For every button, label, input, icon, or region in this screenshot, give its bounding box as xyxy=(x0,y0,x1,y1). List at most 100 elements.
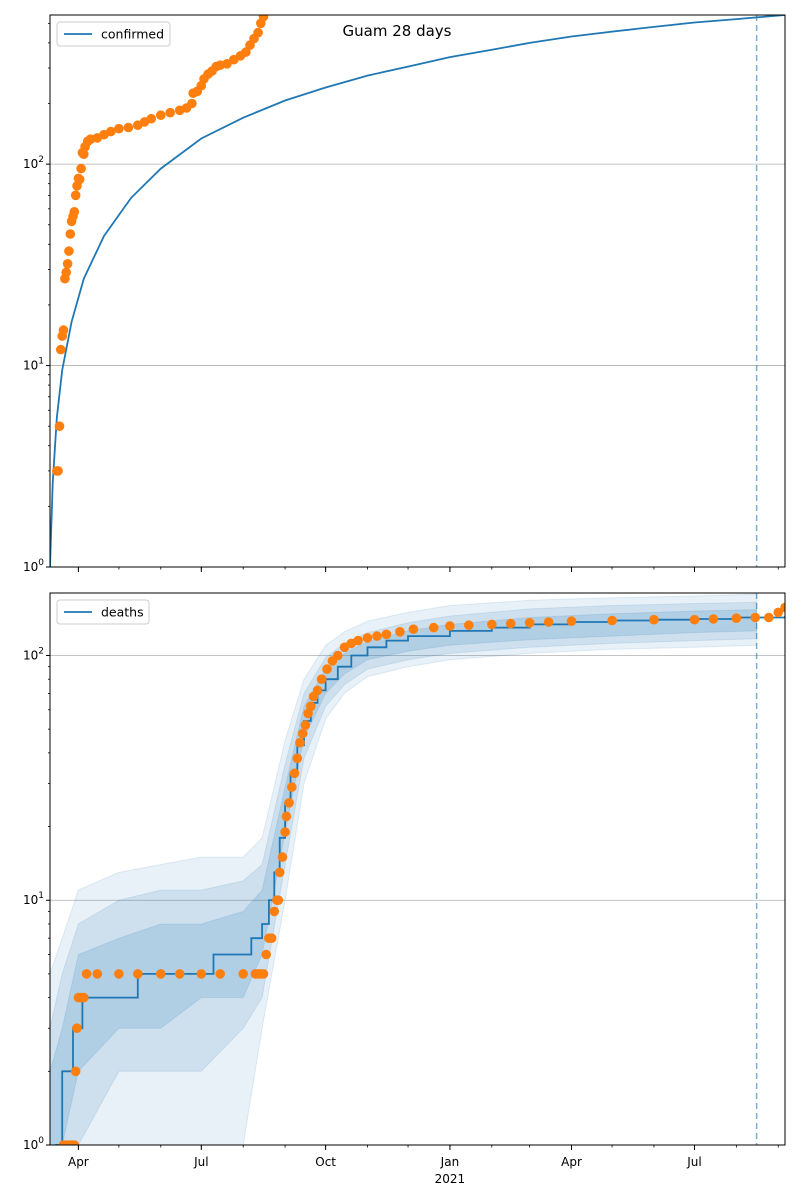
observed-point xyxy=(445,621,455,631)
model-line xyxy=(50,15,785,567)
x-tick-label: Jul xyxy=(686,1155,701,1169)
observed-point xyxy=(61,267,71,278)
x-tick-year-label: 2021 xyxy=(435,1172,466,1186)
observed-point xyxy=(780,602,785,613)
band-inner xyxy=(50,609,758,1145)
observed-point xyxy=(76,163,86,174)
observed-point xyxy=(215,969,225,979)
observed-point xyxy=(69,1140,80,1145)
observed-point xyxy=(70,190,81,201)
observed-point xyxy=(92,969,103,979)
axes-frame xyxy=(49,14,786,568)
observed-point xyxy=(156,110,166,120)
observed-point xyxy=(54,421,65,432)
observed-point xyxy=(58,325,69,335)
observed-point xyxy=(65,229,76,239)
legend: deaths xyxy=(56,599,150,625)
x-tick-label: Apr xyxy=(561,1155,582,1169)
observed-point xyxy=(306,701,316,712)
observed-point xyxy=(69,207,80,217)
observed-point xyxy=(261,949,272,960)
observed-point xyxy=(773,607,783,618)
observed-point xyxy=(238,969,248,979)
observed-point xyxy=(277,852,288,862)
observed-point xyxy=(74,174,85,185)
observed-point xyxy=(287,782,297,792)
observed-point xyxy=(62,259,73,269)
observed-point xyxy=(274,867,285,878)
observed-point xyxy=(56,344,66,355)
observed-point xyxy=(372,631,382,641)
observed-point xyxy=(273,895,284,905)
y-tick-label: 101 xyxy=(23,357,44,373)
axes-frame xyxy=(49,592,786,1146)
observed-point xyxy=(146,113,157,124)
observed-point xyxy=(284,798,294,808)
x-tick-label: Oct xyxy=(315,1155,336,1169)
observed-point xyxy=(708,614,719,624)
y-tick-label: 102 xyxy=(23,646,44,662)
observed-point xyxy=(106,126,116,137)
observed-point xyxy=(241,47,251,57)
observed-point xyxy=(53,466,63,476)
observed-point xyxy=(174,969,185,979)
y-tick-label: 100 xyxy=(23,1136,44,1152)
y-tick-label: 102 xyxy=(23,155,44,171)
observed-point xyxy=(750,612,761,623)
legend-label: confirmed xyxy=(101,27,164,42)
observed-point xyxy=(487,619,497,630)
observed-point xyxy=(322,664,332,674)
y-tick-label: 101 xyxy=(23,891,44,907)
observed-point xyxy=(464,620,474,630)
observed-point xyxy=(64,246,74,256)
observed-point xyxy=(114,969,124,979)
observed-point xyxy=(300,720,311,730)
confirmed-panel: 100 101 102 confirmed xyxy=(23,14,786,574)
x-tick-label: Apr xyxy=(68,1155,89,1169)
observed-point xyxy=(292,753,303,764)
legend-box xyxy=(56,599,150,625)
observed-point xyxy=(156,969,166,979)
observed-point xyxy=(505,618,516,629)
observed-point xyxy=(187,98,197,109)
observed-point xyxy=(253,27,263,38)
observed-point xyxy=(258,969,269,979)
observed-point xyxy=(289,768,300,779)
observed-point xyxy=(312,685,323,696)
observed-point xyxy=(79,149,89,159)
observed-point xyxy=(566,616,577,626)
observed-point xyxy=(381,629,392,640)
observed-point xyxy=(764,612,774,623)
observed-point xyxy=(353,635,363,646)
shared-x-axis: Apr Jul Oct Jan 2021 Apr Jul xyxy=(68,1155,702,1186)
legend: confirmed xyxy=(56,21,171,47)
observed-point xyxy=(333,650,343,661)
observed-point xyxy=(72,1023,82,1033)
y-tick-label: 100 xyxy=(23,558,44,574)
observed-point xyxy=(133,969,143,979)
observed-point xyxy=(297,728,308,739)
observed-point xyxy=(731,613,742,623)
plot-area xyxy=(50,15,785,567)
observed-point xyxy=(395,627,405,637)
deaths-panel: 100 101 102 deaths xyxy=(23,592,786,1152)
observed-point xyxy=(649,614,659,625)
x-tick-label: Jan xyxy=(440,1155,460,1169)
observed-point xyxy=(543,617,554,627)
observed-point xyxy=(280,827,290,837)
observed-point xyxy=(281,811,292,822)
legend-box xyxy=(56,21,171,47)
observed-point xyxy=(165,107,175,118)
plot-area xyxy=(50,593,785,1145)
observed-point xyxy=(266,933,277,943)
chart-title: Guam 28 days xyxy=(343,22,452,40)
observed-point xyxy=(428,622,439,633)
observed-point xyxy=(196,969,207,979)
observed-point xyxy=(269,906,280,917)
observed-point xyxy=(408,624,419,634)
legend-label: deaths xyxy=(101,605,144,620)
observed-point xyxy=(689,614,700,625)
observed-point xyxy=(295,737,305,748)
